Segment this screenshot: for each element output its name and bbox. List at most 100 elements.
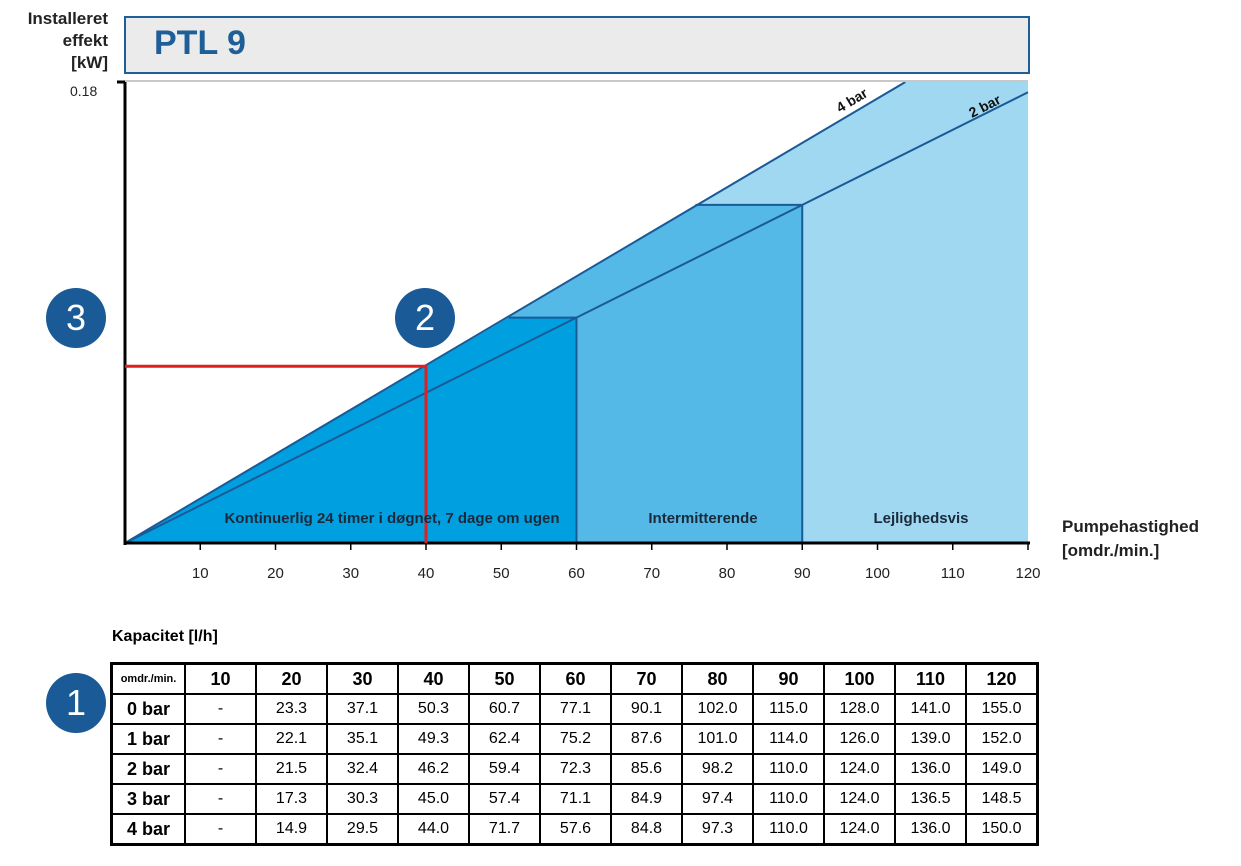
table-cell: 49.3 (397, 723, 470, 755)
table-cell: 29.5 (326, 813, 399, 846)
x-axis-label: Pumpehastighed [omdr./min.] (1062, 515, 1199, 563)
table-cell: 84.9 (610, 783, 683, 815)
table-cell: 77.1 (539, 693, 612, 725)
table-cell: 139.0 (894, 723, 967, 755)
title-box: PTL 9 (124, 16, 1030, 74)
table-cell: 37.1 (326, 693, 399, 725)
column-header: 110 (894, 662, 967, 695)
x-tick-label: 100 (865, 565, 890, 582)
table-cell: 110.0 (752, 813, 825, 846)
column-header: 30 (326, 662, 399, 695)
callout-1: 1 (46, 673, 106, 733)
table-row: 1 bar -22.1 35.1 49.3 62.4 75.2 87.6 101.0 114.0… (110, 723, 1039, 755)
table-cell: - (184, 693, 257, 725)
table-cell: 14.9 (255, 813, 328, 846)
column-header: 50 (468, 662, 541, 695)
x-tick-label: 50 (493, 565, 510, 582)
table-cell: 85.6 (610, 753, 683, 785)
row-header: 0 bar (110, 693, 186, 725)
table-cell: 57.6 (539, 813, 612, 846)
table-cell: 44.0 (397, 813, 470, 846)
table-cell: 45.0 (397, 783, 470, 815)
table-cell: 152.0 (965, 723, 1039, 755)
table-cell: 155.0 (965, 693, 1039, 725)
y-label-line: effekt (62, 31, 108, 50)
table-cell: 150.0 (965, 813, 1039, 846)
x-tick-label: 30 (342, 565, 359, 582)
table-cell: 98.2 (681, 753, 754, 785)
table-cell: 114.0 (752, 723, 825, 755)
row-header: 1 bar (110, 723, 186, 755)
table-row: 4 bar -14.9 29.5 44.0 71.7 57.6 84.8 97.3 110.0 1… (110, 813, 1039, 846)
x-tick-label: 90 (794, 565, 811, 582)
table-cell: 149.0 (965, 753, 1039, 785)
table-cell: 148.5 (965, 783, 1039, 815)
row-header: 3 bar (110, 783, 186, 815)
x-tick-label: 120 (1015, 565, 1040, 582)
table-cell: 126.0 (823, 723, 896, 755)
operating-point-marker (125, 364, 428, 543)
table-header-row: omdr./min. 10 20 30 40 50 60 70 80 90 100 110 120 (110, 662, 1039, 695)
y-label-line: [kW] (71, 53, 108, 72)
column-header: 70 (610, 662, 683, 695)
table-cell: 102.0 (681, 693, 754, 725)
table-cell: 90.1 (610, 693, 683, 725)
column-header: 80 (681, 662, 754, 695)
table-cell: 30.3 (326, 783, 399, 815)
table-caption: Kapacitet [l/h] (112, 628, 218, 645)
table-row: 3 bar -17.3 30.3 45.0 57.4 71.1 84.9 97.4 110.0 1… (110, 783, 1039, 815)
x-tick-label: 10 (192, 565, 209, 582)
table-cell: - (184, 753, 257, 785)
capacity-table: omdr./min. 10 20 30 40 50 60 70 80 90 100 110 120 0 … (110, 662, 1039, 846)
x-tick-label: 20 (267, 565, 284, 582)
table-cell: 72.3 (539, 753, 612, 785)
x-label-line: [omdr./min.] (1062, 541, 1160, 560)
table-cell: - (184, 813, 257, 846)
row-header: 4 bar (110, 813, 186, 846)
table-cell: 46.2 (397, 753, 470, 785)
table-cell: 97.4 (681, 783, 754, 815)
callout-2: 2 (395, 288, 455, 348)
table-cell: 71.1 (539, 783, 612, 815)
table-cell: 128.0 (823, 693, 896, 725)
table-cell: 50.3 (397, 693, 470, 725)
table-cell: 124.0 (823, 813, 896, 846)
table-cell: 21.5 (255, 753, 328, 785)
column-header: 20 (255, 662, 328, 695)
table-cell: 22.1 (255, 723, 328, 755)
corner-cell: omdr./min. (110, 662, 186, 695)
x-label-line: Pumpehastighed (1062, 517, 1199, 536)
series-line-4bar (124, 81, 906, 544)
table-cell: 115.0 (752, 693, 825, 725)
table-cell: 87.6 (610, 723, 683, 755)
table-cell: 35.1 (326, 723, 399, 755)
x-tick-label: 60 (568, 565, 585, 582)
x-tick-label: 110 (941, 565, 965, 582)
column-header: 100 (823, 662, 896, 695)
table-cell: - (184, 783, 257, 815)
column-header: 40 (397, 662, 470, 695)
table-cell: - (184, 723, 257, 755)
row-header: 2 bar (110, 753, 186, 785)
y-axis-label: Installeret effekt [kW] (0, 8, 108, 74)
table-cell: 136.5 (894, 783, 967, 815)
table-cell: 84.8 (610, 813, 683, 846)
column-header: 10 (184, 662, 257, 695)
column-header: 120 (965, 662, 1039, 695)
table-cell: 59.4 (468, 753, 541, 785)
region-label-lejlighedsvis: Lejlighedsvis (873, 510, 968, 527)
region-label-intermitterende: Intermitterende (648, 510, 757, 527)
table-cell: 23.3 (255, 693, 328, 725)
table-row: 0 bar -23.3 37.1 50.3 60.7 77.1 90.1 102.0 115.0… (110, 693, 1039, 725)
table-cell: 110.0 (752, 783, 825, 815)
table-row: 2 bar -21.5 32.4 46.2 59.4 72.3 85.6 98.2 110.0 1… (110, 753, 1039, 785)
column-header: 90 (752, 662, 825, 695)
table-cell: 32.4 (326, 753, 399, 785)
x-tick-label: 80 (719, 565, 736, 582)
table-cell: 136.0 (894, 753, 967, 785)
y-tick-label: 0.18 (70, 83, 98, 99)
x-tick-label: 40 (418, 565, 435, 582)
table-cell: 124.0 (823, 753, 896, 785)
region-label-kontinuerlig: Kontinuerlig 24 timer i døgnet, 7 dage o… (224, 510, 559, 527)
y-label-line: Installeret (27, 9, 108, 28)
